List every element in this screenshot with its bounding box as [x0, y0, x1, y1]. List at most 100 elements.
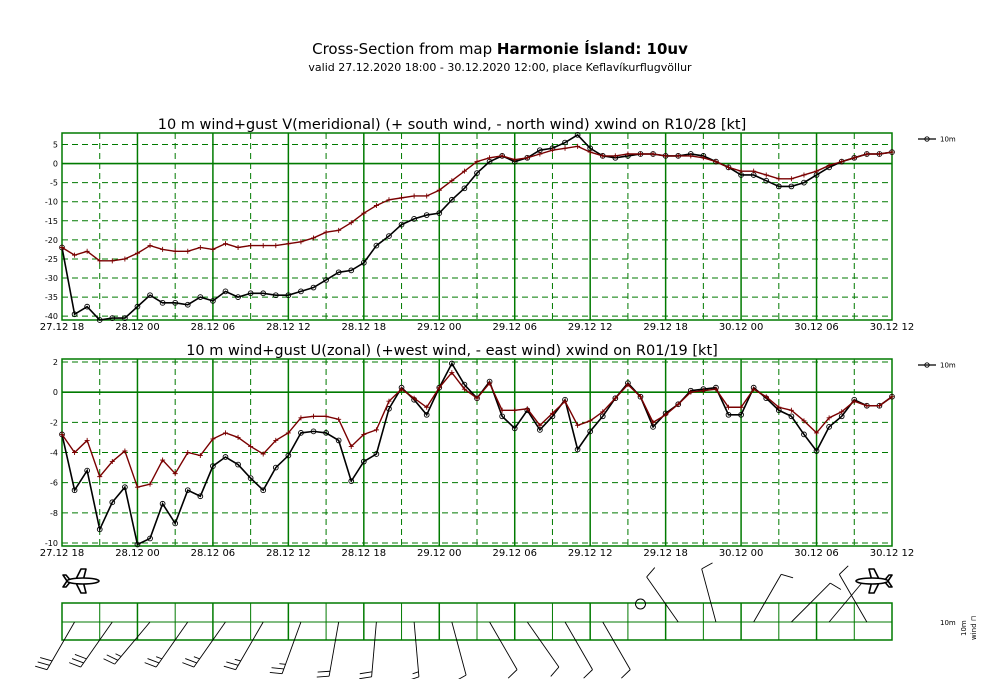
- series-gust-point: [726, 404, 732, 410]
- barb-feather: [71, 658, 84, 664]
- x-tick-label: 29.12 18: [643, 548, 688, 559]
- y-tick-label: -4: [50, 449, 58, 458]
- y-tick-label: -10: [45, 539, 58, 548]
- barb-shaft: [791, 582, 831, 623]
- x-tick-label: 28.12 06: [191, 548, 236, 559]
- barb-feather: [185, 658, 197, 664]
- series-gust-point: [109, 258, 115, 264]
- series-10m-point: [335, 437, 342, 444]
- y-tick-label: -20: [45, 236, 58, 245]
- series-10m-point: [298, 430, 304, 436]
- series-10m-line: [61, 133, 893, 321]
- series-10m-point: [574, 132, 581, 138]
- series-gust-point: [763, 394, 769, 400]
- series-10m-point: [285, 292, 292, 299]
- panel-title: 10 m wind+gust U(zonal) (+west wind, - e…: [186, 343, 718, 359]
- series-10m-point: [360, 259, 367, 266]
- barb-feather: [621, 669, 631, 679]
- series-gust-point: [864, 151, 870, 157]
- x-tick-label: 30.12 06: [794, 548, 839, 559]
- airplane-right-icon: [855, 568, 893, 594]
- series-gust-point: [449, 370, 455, 376]
- series-gust-point: [688, 389, 694, 395]
- series-gust-point: [474, 395, 480, 401]
- legend-label: 10m: [940, 362, 956, 370]
- series-gust-point: [512, 157, 518, 163]
- series-gust-point: [738, 168, 744, 174]
- series-10m-point: [272, 292, 279, 299]
- series-gust-point: [172, 471, 178, 477]
- barb-feather: [74, 654, 87, 660]
- series-gust-point: [575, 143, 581, 149]
- series-gust-point: [675, 401, 681, 407]
- series-gust-point: [876, 151, 882, 157]
- series-10m-point: [373, 242, 380, 249]
- series-gust-point: [700, 155, 706, 161]
- x-tick-label: 29.12 06: [492, 322, 537, 333]
- series-gust-point: [436, 385, 442, 391]
- series-gust-point: [134, 484, 140, 490]
- series-gust-point: [399, 195, 405, 201]
- barb-feather: [182, 662, 195, 668]
- x-tick-label: 28.12 18: [342, 322, 387, 333]
- series-10m-point: [159, 500, 166, 507]
- barb-feather: [316, 675, 330, 678]
- page-title-prefix: Cross-Section from map: [312, 40, 497, 58]
- series-gust-point: [524, 155, 530, 161]
- series-10m-point: [71, 311, 78, 318]
- series-gust-point: [461, 168, 467, 174]
- series-gust-point: [160, 457, 166, 463]
- y-tick-label: 0: [53, 388, 58, 397]
- series-10m-point: [247, 290, 254, 297]
- series-gust-point: [826, 162, 832, 168]
- series-gust-point: [436, 187, 442, 193]
- y-tick-label: -25: [45, 255, 58, 264]
- legend-marker: [924, 136, 930, 142]
- series-10m-point: [801, 431, 807, 438]
- series-gust-point: [386, 398, 392, 404]
- barb-shaft: [193, 621, 226, 668]
- barb-shaft: [602, 621, 631, 670]
- series-10m-point: [96, 317, 103, 323]
- barb-feather: [781, 573, 794, 579]
- series-10m-point: [335, 269, 342, 276]
- series-10m-point: [272, 464, 279, 471]
- wind-panel-vertical-label: 10m: [960, 620, 968, 636]
- series-gust-point: [235, 434, 241, 440]
- series-gust-point: [222, 430, 228, 436]
- series-gust-point: [600, 153, 606, 159]
- series-10m-point: [210, 463, 216, 469]
- barb-half-feather: [234, 658, 241, 662]
- series-gust-point: [889, 149, 895, 155]
- series-gust-point: [650, 151, 656, 157]
- series-10m-point: [235, 294, 241, 300]
- series-gust-point: [424, 404, 430, 410]
- series-10m-point: [348, 478, 355, 485]
- series-10m-point: [423, 212, 430, 218]
- barb-feather: [147, 658, 160, 664]
- series-gust-point: [524, 406, 530, 412]
- series-10m-point: [574, 446, 581, 453]
- series-10m-point: [222, 288, 229, 295]
- series-10m-point: [511, 425, 518, 432]
- series-gust-point: [311, 235, 317, 241]
- series-gust-point: [197, 453, 203, 459]
- series-10m-point: [788, 413, 795, 420]
- series-gust-point: [499, 407, 505, 413]
- series-10m-point: [448, 196, 455, 203]
- series-gust-point: [147, 243, 153, 249]
- series-10m-point: [298, 288, 304, 295]
- x-tick-label: 30.12 06: [794, 322, 839, 333]
- series-gust-point: [260, 451, 266, 457]
- barb-feather: [583, 669, 593, 679]
- legend-label: 10m: [940, 136, 956, 144]
- wind-barb-panel: 10m wind ⊓: [35, 562, 978, 679]
- barb-shaft: [80, 621, 113, 668]
- barb-shaft: [46, 621, 75, 670]
- airplane-left-icon: [62, 568, 100, 594]
- series-gust-point: [336, 227, 342, 233]
- series-10m-point: [436, 210, 443, 216]
- series-10m-point: [96, 526, 103, 533]
- wind-panel-label: 10m: [940, 619, 956, 627]
- series-10m-point: [725, 411, 732, 418]
